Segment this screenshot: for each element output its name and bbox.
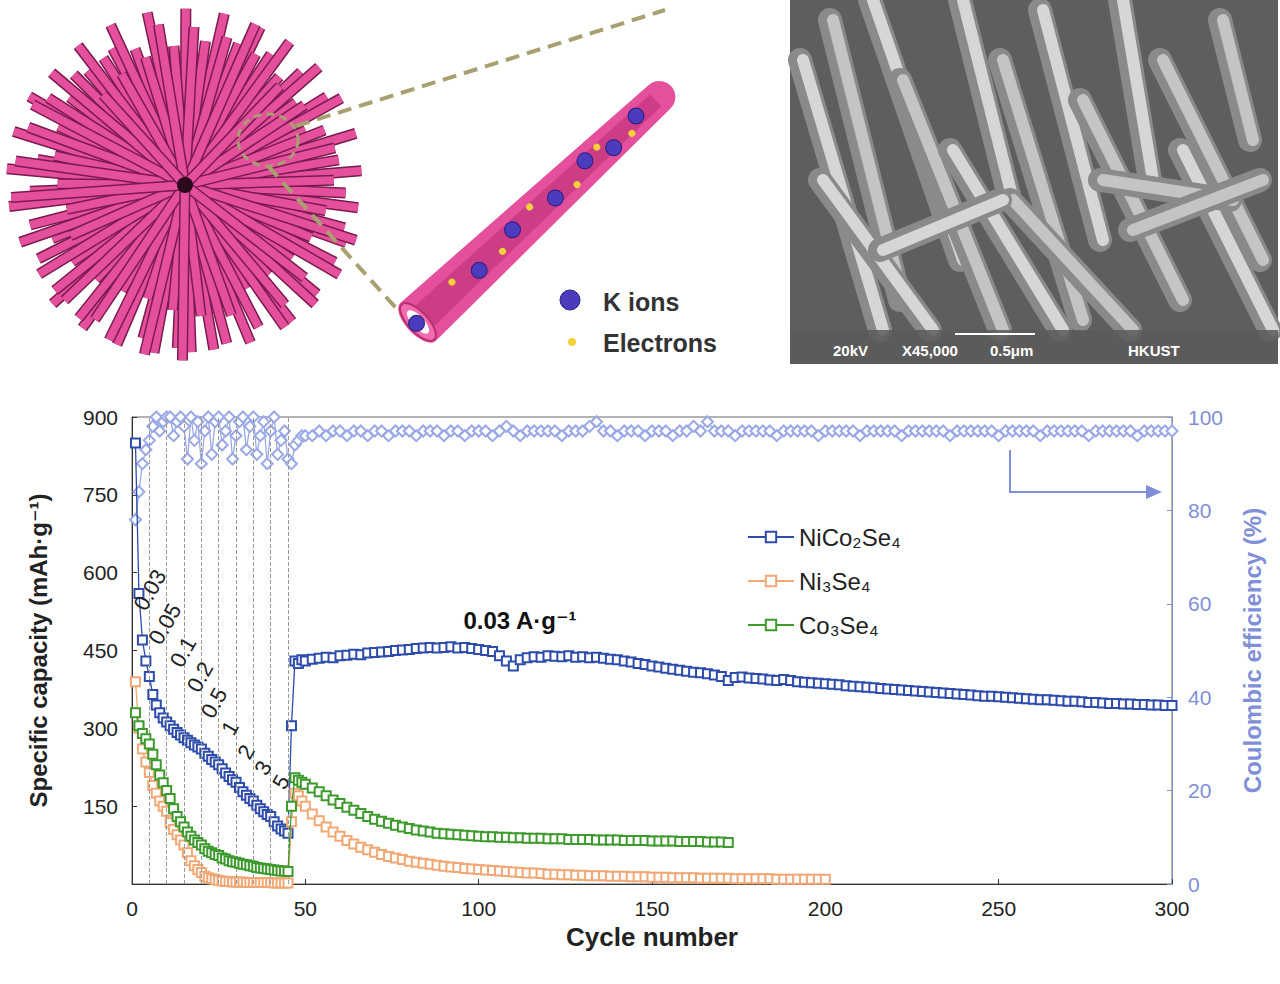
svg-text:Co₃Se₄: Co₃Se₄ bbox=[799, 612, 879, 639]
svg-text:600: 600 bbox=[83, 561, 118, 584]
svg-text:2: 2 bbox=[232, 740, 260, 764]
svg-text:Coulombic efficiency (%): Coulombic efficiency (%) bbox=[1239, 508, 1266, 793]
svg-text:250: 250 bbox=[981, 897, 1016, 920]
svg-text:150: 150 bbox=[83, 795, 118, 818]
svg-text:450: 450 bbox=[83, 639, 118, 662]
svg-text:NiCo₂Se₄: NiCo₂Se₄ bbox=[799, 524, 901, 551]
svg-text:0.05: 0.05 bbox=[143, 599, 187, 649]
svg-text:300: 300 bbox=[1154, 897, 1189, 920]
svg-text:0.03: 0.03 bbox=[128, 565, 172, 615]
svg-text:0.1: 0.1 bbox=[164, 632, 202, 672]
svg-text:100: 100 bbox=[461, 897, 496, 920]
svg-text:750: 750 bbox=[83, 483, 118, 506]
svg-text:0.2: 0.2 bbox=[181, 657, 219, 697]
svg-text:150: 150 bbox=[634, 897, 669, 920]
svg-text:HKUST: HKUST bbox=[1128, 342, 1180, 359]
svg-text:1: 1 bbox=[216, 716, 244, 739]
svg-text:0: 0 bbox=[126, 897, 138, 920]
svg-text:5: 5 bbox=[267, 770, 295, 793]
svg-text:K ions: K ions bbox=[603, 288, 679, 316]
svg-text:Ni₃Se₄: Ni₃Se₄ bbox=[799, 568, 871, 595]
svg-text:20: 20 bbox=[1188, 779, 1211, 802]
svg-text:40: 40 bbox=[1188, 686, 1211, 709]
svg-text:100: 100 bbox=[1188, 406, 1223, 429]
svg-text:3: 3 bbox=[249, 756, 277, 780]
svg-text:50: 50 bbox=[294, 897, 317, 920]
svg-text:20kV: 20kV bbox=[833, 342, 868, 359]
svg-text:Specific capacity (mAh·g⁻¹): Specific capacity (mAh·g⁻¹) bbox=[25, 493, 52, 807]
svg-text:0.5: 0.5 bbox=[196, 684, 233, 723]
svg-text:80: 80 bbox=[1188, 499, 1211, 522]
svg-text:Cycle number: Cycle number bbox=[566, 922, 738, 952]
svg-text:X45,000: X45,000 bbox=[902, 342, 958, 359]
svg-text:Electrons: Electrons bbox=[603, 329, 717, 357]
svg-text:300: 300 bbox=[83, 717, 118, 740]
svg-text:0: 0 bbox=[1188, 873, 1200, 896]
svg-text:0.03 A·g⁻¹: 0.03 A·g⁻¹ bbox=[463, 607, 576, 634]
svg-text:0.5μm: 0.5μm bbox=[990, 342, 1033, 359]
svg-text:900: 900 bbox=[83, 406, 118, 429]
svg-text:60: 60 bbox=[1188, 592, 1211, 615]
svg-text:200: 200 bbox=[808, 897, 843, 920]
